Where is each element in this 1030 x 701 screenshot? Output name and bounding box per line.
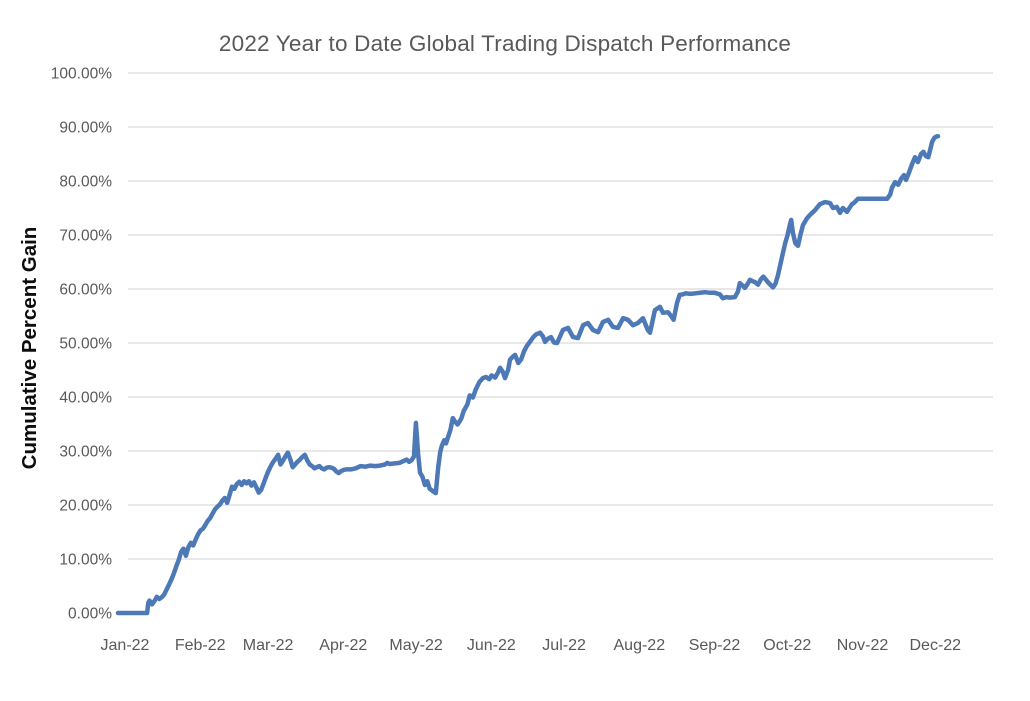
- x-tick-label: Aug-22: [614, 637, 666, 654]
- y-tick-label: 70.00%: [59, 228, 112, 245]
- y-tick-label: 100.00%: [51, 66, 112, 83]
- y-tick-label: 0.00%: [68, 606, 112, 623]
- x-tick-label: May-22: [389, 637, 442, 654]
- performance-line: [115, 133, 941, 616]
- x-tick-label: Jul-22: [542, 637, 586, 654]
- x-tick-label: Nov-22: [837, 637, 889, 654]
- chart-title: 2022 Year to Date Global Trading Dispatc…: [218, 31, 792, 56]
- x-tick-label: Jun-22: [467, 637, 516, 654]
- x-tick-label: Dec-22: [910, 637, 962, 654]
- x-tick-label: Apr-22: [319, 637, 367, 654]
- y-tick-label: 60.00%: [59, 282, 112, 299]
- y-tick-label: 10.00%: [59, 552, 112, 569]
- y-tick-label: 20.00%: [59, 498, 112, 515]
- x-tick-label: Feb-22: [175, 637, 226, 654]
- x-tick-label: Sep-22: [689, 637, 741, 654]
- y-tick-label: 50.00%: [59, 336, 112, 353]
- y-tick-label: 80.00%: [59, 174, 112, 191]
- x-tick-label: Jan-22: [101, 637, 150, 654]
- y-tick-label: 40.00%: [59, 390, 112, 407]
- y-tick-label: 30.00%: [59, 444, 112, 461]
- x-tick-label: Mar-22: [243, 637, 294, 654]
- x-tick-label: Oct-22: [763, 637, 811, 654]
- y-tick-label: 90.00%: [59, 120, 112, 137]
